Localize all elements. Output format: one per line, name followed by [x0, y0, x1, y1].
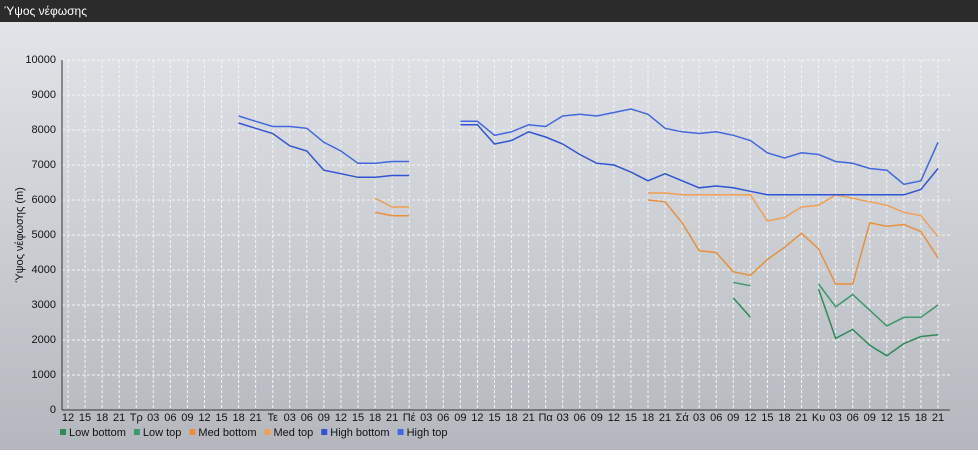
y-tick-label: 0 [50, 404, 56, 416]
x-tick-label: 12 [62, 412, 74, 424]
series-line [238, 122, 939, 196]
x-tick-label: 18 [778, 412, 790, 424]
x-tick-label: 12 [744, 412, 756, 424]
x-tick-label: 06 [710, 412, 722, 424]
x-tick-label: 15 [215, 412, 227, 424]
x-tick-label: 06 [437, 412, 449, 424]
x-tick-label: 21 [659, 412, 671, 424]
legend-swatch [189, 429, 196, 435]
x-tick-label: 06 [301, 412, 313, 424]
legend-swatch [264, 429, 271, 435]
title-bar [0, 0, 978, 22]
x-tick-label: 18 [642, 412, 654, 424]
x-tick-label: 03 [420, 412, 432, 424]
x-tick-label: 06 [164, 412, 176, 424]
x-tick-label: 03 [284, 412, 296, 424]
x-tick-label: 15 [79, 412, 91, 424]
legend-label: High bottom [330, 427, 389, 439]
x-tick-label: 18 [915, 412, 927, 424]
x-tick-label: 12 [471, 412, 483, 424]
y-tick-label: 10000 [25, 54, 56, 66]
y-tick-label: 1000 [32, 369, 56, 381]
x-tick-label: 21 [386, 412, 398, 424]
x-tick-label: 15 [761, 412, 773, 424]
x-tick-label: 09 [181, 412, 193, 424]
legend-swatch [397, 429, 404, 435]
legend-label: Low bottom [69, 427, 126, 439]
x-tick-label: 03 [557, 412, 569, 424]
legend-swatch [321, 429, 328, 435]
x-tick-label: Τρ [130, 412, 143, 424]
x-tick-label: Σά [676, 412, 690, 424]
x-tick-label: 21 [113, 412, 125, 424]
y-tick-label: 2000 [32, 334, 56, 346]
y-tick-label: 5000 [32, 229, 56, 241]
y-tick-label: 4000 [32, 264, 56, 276]
legend-label: High top [407, 427, 448, 439]
x-tick-label: 12 [198, 412, 210, 424]
y-tick-label: 7000 [32, 159, 56, 171]
x-tick-label: 06 [847, 412, 859, 424]
window-title: Ύψος νέφωσης [4, 4, 87, 18]
series-line [733, 281, 939, 327]
x-tick-label: 12 [335, 412, 347, 424]
legend-label: Med top [274, 427, 314, 439]
x-tick-label: 18 [96, 412, 108, 424]
series-line [374, 192, 939, 238]
x-tick-label: 15 [898, 412, 910, 424]
x-tick-label: 15 [352, 412, 364, 424]
x-tick-label: 03 [693, 412, 705, 424]
x-tick-label: 12 [608, 412, 620, 424]
legend-swatch [133, 429, 140, 435]
x-tick-label: 21 [250, 412, 262, 424]
series-line [374, 199, 939, 285]
x-tick-label: 09 [591, 412, 603, 424]
legend-label: Low top [143, 427, 182, 439]
x-tick-label: 21 [795, 412, 807, 424]
legend-label: Med bottom [198, 427, 256, 439]
x-tick-label: Τε [267, 412, 278, 424]
y-axis-title: Ύψος νέφωσης (m) [14, 187, 26, 283]
x-tick-label: Κυ [812, 412, 825, 424]
y-tick-label: 8000 [32, 124, 56, 136]
x-tick-label: 03 [830, 412, 842, 424]
series-line [238, 108, 939, 186]
x-tick-label: 18 [369, 412, 381, 424]
x-tick-label: 03 [147, 412, 159, 424]
x-tick-label: 18 [232, 412, 244, 424]
x-tick-label: 15 [625, 412, 637, 424]
x-tick-label: 06 [574, 412, 586, 424]
x-tick-label: Πα [538, 412, 553, 424]
x-tick-label: 15 [488, 412, 500, 424]
y-tick-label: 6000 [32, 194, 56, 206]
x-tick-label: 21 [932, 412, 944, 424]
x-tick-label: 12 [881, 412, 893, 424]
x-tick-label: 09 [454, 412, 466, 424]
x-tick-label: 09 [864, 412, 876, 424]
y-tick-label: 9000 [32, 89, 56, 101]
series-line [732, 289, 939, 357]
x-tick-label: 21 [522, 412, 534, 424]
y-tick-label: 3000 [32, 299, 56, 311]
x-tick-label: 18 [505, 412, 517, 424]
x-tick-label: Πέ [403, 412, 416, 424]
legend-swatch [60, 429, 66, 435]
x-tick-label: 09 [727, 412, 739, 424]
x-tick-label: 09 [318, 412, 330, 424]
